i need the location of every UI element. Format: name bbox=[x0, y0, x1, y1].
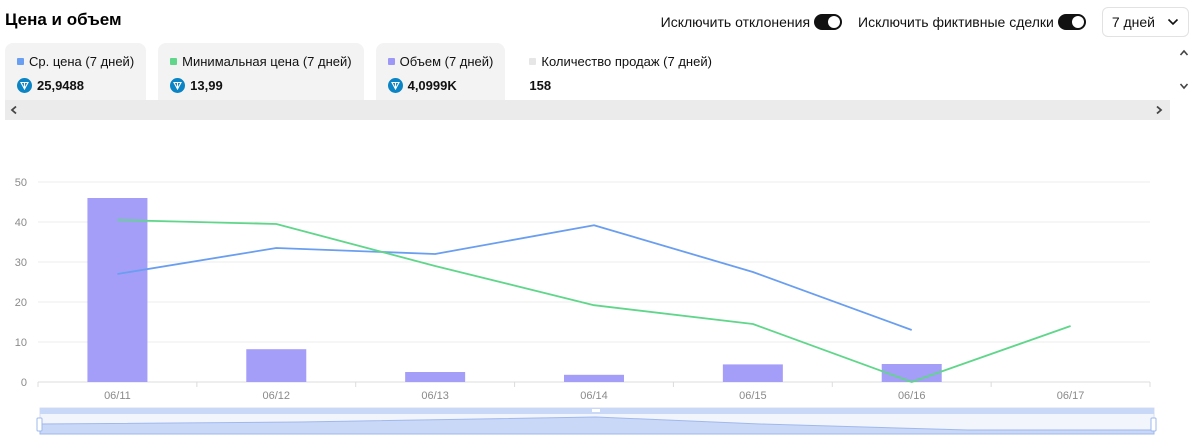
volume-bar[interactable] bbox=[87, 198, 148, 382]
chevron-down-icon[interactable] bbox=[1179, 82, 1189, 90]
period-select-value: 7 дней bbox=[1111, 14, 1155, 30]
chevron-up-icon[interactable] bbox=[1179, 49, 1189, 57]
legend-swatch bbox=[387, 58, 395, 65]
x-tick-label: 06/14 bbox=[580, 390, 608, 402]
switch-knob bbox=[828, 16, 841, 28]
stat-card-value: 158 bbox=[529, 78, 552, 93]
x-tick-label: 06/15 bbox=[739, 390, 767, 402]
chevron-right-icon[interactable] bbox=[1154, 105, 1164, 115]
x-tick-label: 06/17 bbox=[1057, 390, 1085, 402]
exclude-outliers-label: Исключить отклонения bbox=[660, 14, 811, 30]
y-tick-label: 40 bbox=[15, 217, 27, 229]
zoom-handle-right[interactable] bbox=[1150, 417, 1157, 432]
exclude-fake-deals-switch[interactable] bbox=[1057, 14, 1086, 30]
zoom-preview-area bbox=[39, 416, 1155, 435]
cards-vertical-scrollbar[interactable] bbox=[1175, 43, 1193, 100]
legend-swatch bbox=[17, 58, 24, 65]
stat-card-label: Количество продаж (7 дней) bbox=[541, 54, 712, 69]
y-tick-label: 30 bbox=[15, 257, 27, 269]
volume-bar[interactable] bbox=[405, 372, 466, 382]
switch-knob bbox=[1071, 16, 1084, 28]
exclude-outliers-switch[interactable] bbox=[814, 14, 843, 30]
legend-swatch bbox=[170, 58, 178, 65]
stat-cards-strip: Ср. цена (7 дней) 25,9488 Минимальная це… bbox=[0, 43, 1195, 121]
price-lines bbox=[117, 219, 1071, 383]
chart-title: Цена и объем bbox=[5, 10, 122, 29]
stat-cards-row: Ср. цена (7 дней) 25,9488 Минимальная це… bbox=[5, 43, 736, 100]
stat-card-sales-count[interactable]: Количество продаж (7 дней) 158 bbox=[517, 43, 724, 100]
volume-bar[interactable] bbox=[881, 364, 942, 382]
chevron-down-icon bbox=[1167, 18, 1179, 26]
y-tick-label: 0 bbox=[21, 377, 27, 389]
x-tick-label: 06/12 bbox=[263, 390, 291, 402]
ton-icon bbox=[387, 78, 403, 93]
x-tick-label: 06/13 bbox=[421, 390, 449, 402]
x-tick-label: 06/11 bbox=[104, 390, 131, 402]
stat-card-label: Объем (7 дней) bbox=[399, 54, 494, 69]
y-axis-ticks: 0 10 20 30 40 50 bbox=[15, 177, 27, 389]
cards-horizontal-scrollbar[interactable] bbox=[5, 100, 1170, 120]
exclude-fake-deals-toggle-group: Исключить фиктивные сделки bbox=[858, 14, 1086, 30]
stat-card-value: 13,99 bbox=[190, 78, 223, 93]
volume-bar[interactable] bbox=[564, 374, 624, 382]
min-price-line[interactable] bbox=[117, 219, 1071, 383]
ton-icon bbox=[170, 78, 186, 93]
x-tick-label: 06/16 bbox=[898, 390, 926, 402]
y-tick-label: 10 bbox=[15, 337, 27, 349]
stat-card-value: 4,0999K bbox=[407, 78, 457, 93]
period-select[interactable]: 7 дней bbox=[1101, 7, 1189, 37]
legend-swatch bbox=[529, 58, 537, 65]
stat-card-value: 25,9488 bbox=[37, 78, 84, 93]
stat-card-min-price[interactable]: Минимальная цена (7 дней) 13,99 bbox=[158, 43, 364, 100]
chevron-left-icon[interactable] bbox=[9, 105, 19, 115]
stat-card-avg-price[interactable]: Ср. цена (7 дней) 25,9488 bbox=[5, 43, 147, 100]
volume-bar[interactable] bbox=[246, 349, 307, 382]
exclude-fake-deals-label: Исключить фиктивные сделки bbox=[858, 14, 1054, 30]
volume-bars bbox=[87, 198, 942, 382]
exclude-outliers-toggle-group: Исключить отклонения bbox=[660, 14, 843, 30]
zoom-handle-left[interactable] bbox=[36, 417, 43, 432]
stat-card-volume[interactable]: Объем (7 дней) 4,0999K bbox=[375, 43, 506, 100]
volume-bar[interactable] bbox=[722, 364, 783, 382]
avg-price-line[interactable] bbox=[117, 224, 913, 331]
data-zoom-slider[interactable] bbox=[36, 407, 1157, 435]
x-axis-ticks: 06/11 06/12 06/13 06/14 06/15 06/16 06/17 bbox=[104, 390, 1084, 402]
y-tick-label: 50 bbox=[15, 177, 27, 189]
ton-icon bbox=[17, 78, 32, 93]
stat-card-label: Минимальная цена (7 дней) bbox=[182, 54, 352, 69]
stat-card-label: Ср. цена (7 дней) bbox=[29, 54, 135, 69]
chart-controls: Исключить отклонения Исключить фиктивные… bbox=[660, 7, 1189, 37]
y-tick-label: 20 bbox=[15, 297, 27, 309]
zoom-drag-grip-icon[interactable] bbox=[592, 409, 600, 412]
